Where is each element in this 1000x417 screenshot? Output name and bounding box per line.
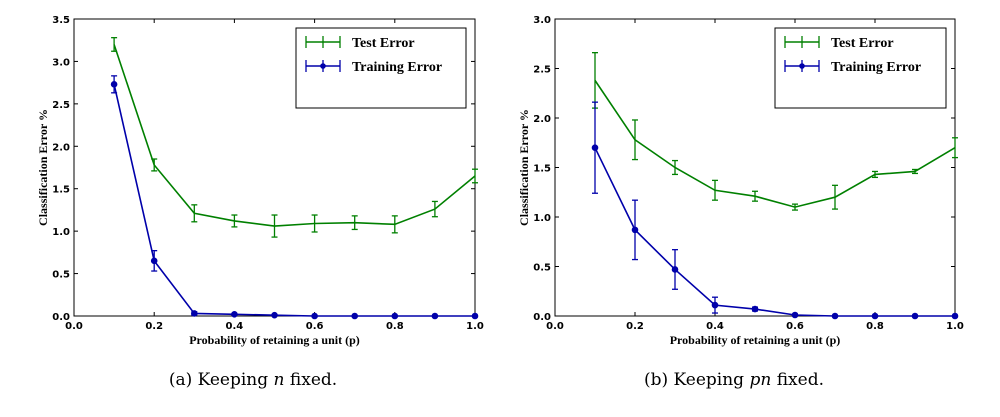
x-tick-label: 0.6 [786,321,804,332]
caption-b-suffix: fixed. [771,370,824,390]
x-tick-label: 1.0 [466,321,484,332]
y-tick-label: 2.0 [533,114,551,125]
caption-a-prefix: (a) Keeping [169,370,274,390]
training-error-line [113,84,475,317]
y-tick-label: 2.5 [533,65,551,76]
caption-b: (b) Keeping pn fixed. [644,370,824,390]
training-error-point [110,81,118,88]
y-tick-label: 1.0 [52,227,70,238]
caption-b-var: pn [749,370,771,390]
training-error-point [871,312,879,320]
legend-test-error-label: Test Error [352,36,415,51]
y-axis-label: Classification Error % [36,109,50,226]
y-tick-label: 3.0 [533,15,551,26]
caption-b-prefix: (b) Keeping [644,370,749,390]
training-error-line [594,147,955,317]
training-error-point [191,310,198,317]
x-tick-label: 1.0 [946,321,964,332]
test-error-line [594,79,956,208]
training-error-point [631,226,639,234]
caption-a-var: n [274,370,285,390]
training-error-point [671,266,679,273]
chart-panel-a: 0.0 0.2 0.4 0.6 0.8 1.0 0.0 0.5 1.0 1.5 2.0 2.5 3.0 3… [36,15,484,347]
x-tick-label: 0.6 [306,321,324,332]
test-error-line [113,44,476,227]
x-tick-label: 0.4 [226,321,244,332]
training-error-point [231,311,238,318]
y-tick-label: 0.5 [52,270,70,281]
legend-training-error-label: Training Error [831,60,921,75]
y-tick-label: 0.0 [533,312,551,323]
x-axis-label: Probability of retaining a unit (p) [189,333,360,347]
training-error-point [711,301,719,309]
legend-training-error-label: Training Error [352,60,442,75]
y-tick-label: 2.0 [52,142,70,153]
training-error-point [391,312,399,320]
x-tick-label: 0.8 [866,321,884,332]
caption-a-suffix: fixed. [285,370,338,390]
x-tick-label: 0.2 [145,321,163,332]
training-error-point [911,312,919,320]
x-tick-label: 0.8 [386,321,404,332]
y-tick-label: 1.5 [52,185,70,196]
y-tick-label: 0.5 [533,263,551,274]
training-error-point [271,311,278,319]
caption-a: (a) Keeping n fixed. [169,370,337,390]
legend-training-error-marker [799,63,805,69]
training-error-point [431,312,439,320]
training-error-point [831,312,839,320]
chart-panel-b: 0.0 0.2 0.4 0.6 0.8 1.0 0.0 0.5 1.0 1.5 2.0 2.5 3.0 P… [517,15,964,347]
y-tick-label: 2.5 [52,100,70,111]
legend-test-error-label: Test Error [831,36,894,51]
x-tick-label: 0.2 [626,321,644,332]
training-error-point [311,312,318,320]
y-tick-label: 1.0 [533,213,551,224]
x-tick-label: 0.4 [706,321,724,332]
training-error-point [591,144,599,151]
training-error-point [351,312,359,320]
legend-training-error-marker [320,63,326,69]
x-tick-label: 0.0 [546,321,564,332]
training-error-point [791,311,799,319]
x-axis-label: Probability of retaining a unit (p) [670,333,841,347]
training-error-point [751,305,759,313]
y-tick-label: 0.0 [52,312,70,323]
y-tick-label: 3.5 [52,15,70,26]
training-error-point [951,312,959,320]
y-axis-label: Classification Error % [517,109,531,226]
training-error-point [471,312,479,320]
training-error-point [150,257,158,265]
y-tick-label: 1.5 [533,164,551,175]
y-tick-label: 3.0 [52,57,70,68]
x-tick-label: 0.0 [65,321,83,332]
